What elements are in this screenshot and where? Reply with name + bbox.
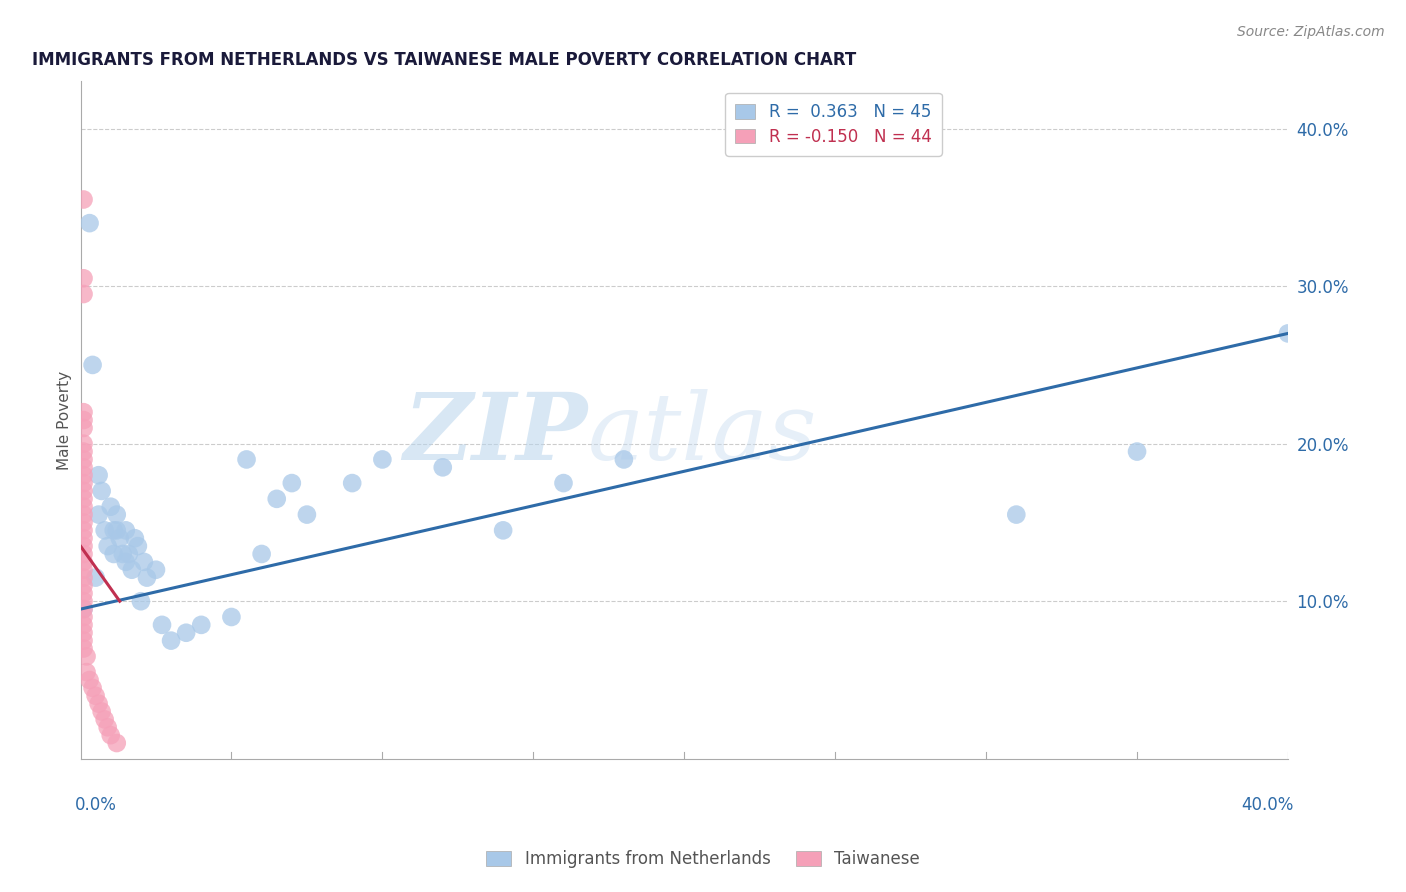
Point [72, 555, 94, 569]
Point [72, 271, 94, 285]
Text: 40.0%: 40.0% [1241, 796, 1294, 814]
Point [129, 594, 152, 608]
Point [281, 476, 304, 491]
Point [72, 531, 94, 545]
Point [87, 697, 110, 711]
Point [84, 689, 107, 703]
Point [150, 618, 173, 632]
Point [124, 531, 146, 545]
Point [72, 405, 94, 419]
Point [340, 476, 363, 491]
Point [90, 483, 112, 498]
Point [97, 720, 120, 734]
Point [82, 681, 104, 695]
Point [84, 571, 107, 585]
Point [613, 452, 636, 467]
Point [174, 625, 197, 640]
Point [105, 524, 128, 538]
Text: atlas: atlas [588, 389, 817, 479]
Point [72, 444, 94, 458]
Y-axis label: Male Poverty: Male Poverty [58, 370, 72, 469]
Point [72, 468, 94, 483]
Point [93, 524, 115, 538]
Point [72, 508, 94, 522]
Point [132, 555, 155, 569]
Point [72, 641, 94, 656]
Point [97, 539, 120, 553]
Point [72, 476, 94, 491]
Point [90, 705, 112, 719]
Point [127, 539, 149, 553]
Point [76, 649, 98, 664]
Point [190, 618, 212, 632]
Point [553, 476, 575, 491]
Point [72, 436, 94, 450]
Point [221, 610, 243, 624]
Point [266, 491, 288, 506]
Point [72, 625, 94, 640]
Point [108, 531, 131, 545]
Point [72, 539, 94, 553]
Point [1277, 326, 1299, 341]
Point [72, 500, 94, 514]
Point [72, 483, 94, 498]
Text: Source: ZipAtlas.com: Source: ZipAtlas.com [1237, 25, 1385, 39]
Point [87, 508, 110, 522]
Point [82, 358, 104, 372]
Point [114, 524, 136, 538]
Point [121, 563, 143, 577]
Point [72, 547, 94, 561]
Point [72, 618, 94, 632]
Point [235, 452, 257, 467]
Point [72, 516, 94, 530]
Point [72, 563, 94, 577]
Point [72, 633, 94, 648]
Point [72, 602, 94, 616]
Point [103, 524, 125, 538]
Point [145, 563, 167, 577]
Text: ZIP: ZIP [404, 389, 588, 479]
Point [118, 547, 141, 561]
Point [72, 421, 94, 435]
Point [1005, 508, 1028, 522]
Point [492, 524, 515, 538]
Point [114, 555, 136, 569]
Point [105, 736, 128, 750]
Point [87, 468, 110, 483]
Point [72, 586, 94, 600]
Point [295, 508, 318, 522]
Point [72, 193, 94, 207]
Point [250, 547, 273, 561]
Text: IMMIGRANTS FROM NETHERLANDS VS TAIWANESE MALE POVERTY CORRELATION CHART: IMMIGRANTS FROM NETHERLANDS VS TAIWANESE… [32, 51, 856, 69]
Point [1126, 444, 1149, 458]
Point [72, 491, 94, 506]
Point [76, 665, 98, 680]
Point [72, 524, 94, 538]
Point [72, 578, 94, 592]
Point [72, 571, 94, 585]
Point [72, 413, 94, 427]
Point [72, 594, 94, 608]
Point [79, 673, 101, 687]
Point [371, 452, 394, 467]
Point [105, 508, 128, 522]
Point [135, 571, 157, 585]
Point [100, 728, 122, 742]
Point [72, 610, 94, 624]
Point [111, 547, 134, 561]
Text: 0.0%: 0.0% [75, 796, 117, 814]
Legend: R =  0.363   N = 45, R = -0.150   N = 44: R = 0.363 N = 45, R = -0.150 N = 44 [725, 93, 942, 156]
Point [160, 633, 183, 648]
Point [72, 460, 94, 475]
Point [72, 602, 94, 616]
Point [79, 216, 101, 230]
Legend: Immigrants from Netherlands, Taiwanese: Immigrants from Netherlands, Taiwanese [479, 844, 927, 875]
Point [100, 500, 122, 514]
Point [93, 712, 115, 726]
Point [103, 547, 125, 561]
Point [72, 287, 94, 301]
Point [432, 460, 454, 475]
Point [72, 452, 94, 467]
